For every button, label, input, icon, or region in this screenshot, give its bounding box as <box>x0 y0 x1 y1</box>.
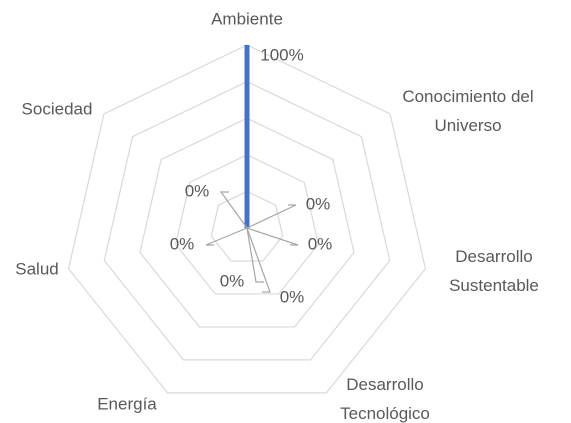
category-label: Desarrollo Sustentable <box>449 247 539 295</box>
data-label: 0% <box>308 234 333 253</box>
data-label: 0% <box>280 287 305 306</box>
category-label: Sociedad <box>22 99 93 118</box>
category-label: Conocimiento del Universo <box>402 87 533 135</box>
data-label: 0% <box>306 194 331 213</box>
category-label-line: Desarrollo <box>455 247 532 266</box>
leader-line <box>219 191 248 229</box>
leader-line <box>246 204 297 229</box>
grid-ring <box>103 80 391 361</box>
category-label: Ambiente <box>211 9 283 28</box>
category-label-line: Sustentable <box>449 276 539 295</box>
leader-line <box>246 227 299 246</box>
grid-ring <box>174 154 320 295</box>
data-label: 0% <box>220 271 245 290</box>
leader-line <box>246 227 271 293</box>
leader-line <box>246 227 264 283</box>
category-label-line: Desarrollo <box>346 375 423 394</box>
category-label: Energía <box>97 394 157 413</box>
category-label: Desarrollo Tecnológico <box>340 375 430 423</box>
category-label: Salud <box>15 259 58 278</box>
category-label-line: Universo <box>434 116 501 135</box>
category-label-line: Tecnológico <box>340 404 430 423</box>
grid-ring <box>210 190 284 262</box>
leader-line <box>205 227 248 246</box>
data-label: 0% <box>185 181 210 200</box>
data-label: 100% <box>260 45 303 64</box>
grid-ring <box>67 44 427 394</box>
grid-ring <box>139 117 355 328</box>
data-label: 0% <box>170 234 195 253</box>
category-label-line: Conocimiento del <box>402 87 533 106</box>
